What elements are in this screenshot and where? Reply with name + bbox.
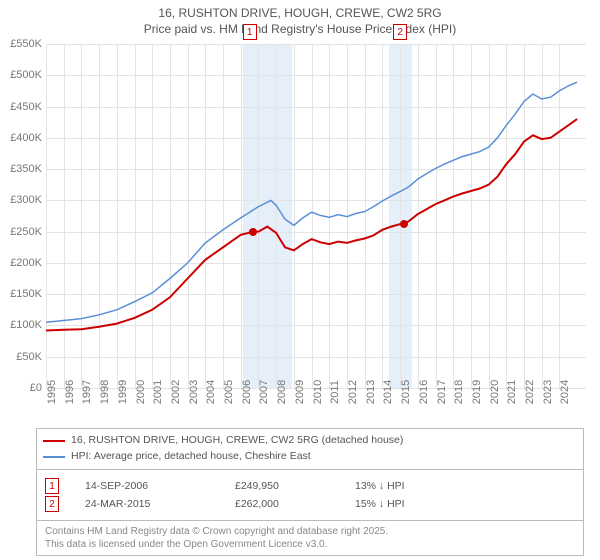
y-tick-label: £450K: [10, 101, 42, 113]
legend-label: 16, RUSHTON DRIVE, HOUGH, CREWE, CW2 5RG…: [71, 433, 403, 449]
chart-svg: [46, 44, 586, 388]
callout-idx: 1: [45, 478, 59, 494]
plot-area: £0£50K£100K£150K£200K£250K£300K£350K£400…: [46, 44, 586, 388]
y-tick-label: £50K: [16, 351, 42, 363]
footer: Contains HM Land Registry data © Crown c…: [36, 521, 584, 556]
callout-row: 1 14-SEP-2006£249,95013% ↓ HPI: [45, 478, 575, 494]
title-line-2: Price paid vs. HM Land Registry's House …: [144, 22, 456, 36]
callout-marker: 2: [393, 24, 407, 40]
callout-price: £249,950: [235, 480, 355, 492]
y-tick-label: £0: [30, 382, 42, 394]
legend-item: 16, RUSHTON DRIVE, HOUGH, CREWE, CW2 5RG…: [43, 433, 577, 449]
footer-line-2: This data is licensed under the Open Gov…: [45, 539, 327, 550]
y-tick-label: £150K: [10, 288, 42, 300]
callout-date: 24-MAR-2015: [85, 498, 235, 510]
callout-table: 1 14-SEP-2006£249,95013% ↓ HPI 2 24-MAR-201…: [36, 470, 584, 521]
series-line-hpi: [46, 82, 577, 322]
callout-pct: 15% ↓ HPI: [355, 498, 475, 510]
y-tick-label: £100K: [10, 319, 42, 331]
callout-date: 14-SEP-2006: [85, 480, 235, 492]
title-line-1: 16, RUSHTON DRIVE, HOUGH, CREWE, CW2 5RG: [158, 6, 441, 20]
chart-title: 16, RUSHTON DRIVE, HOUGH, CREWE, CW2 5RG…: [0, 0, 600, 37]
data-point-marker: [400, 220, 408, 228]
callout-row: 2 24-MAR-2015£262,00015% ↓ HPI: [45, 496, 575, 512]
y-tick-label: £550K: [10, 38, 42, 50]
footer-line-1: Contains HM Land Registry data © Crown c…: [45, 526, 388, 537]
data-point-marker: [249, 228, 257, 236]
info-panels: 16, RUSHTON DRIVE, HOUGH, CREWE, CW2 5RG…: [36, 428, 584, 556]
legend-item: HPI: Average price, detached house, Ches…: [43, 449, 577, 465]
y-tick-label: £400K: [10, 132, 42, 144]
y-tick-label: £500K: [10, 69, 42, 81]
callout-marker: 1: [243, 24, 257, 40]
callout-pct: 13% ↓ HPI: [355, 480, 475, 492]
legend-swatch: [43, 440, 65, 442]
y-tick-label: £350K: [10, 163, 42, 175]
y-tick-label: £250K: [10, 226, 42, 238]
callout-idx: 2: [45, 496, 59, 512]
y-tick-label: £300K: [10, 194, 42, 206]
legend-label: HPI: Average price, detached house, Ches…: [71, 449, 311, 465]
series-line-property: [46, 119, 577, 330]
legend-swatch: [43, 456, 65, 458]
callout-price: £262,000: [235, 498, 355, 510]
y-tick-label: £200K: [10, 257, 42, 269]
legend: 16, RUSHTON DRIVE, HOUGH, CREWE, CW2 5RG…: [36, 428, 584, 470]
